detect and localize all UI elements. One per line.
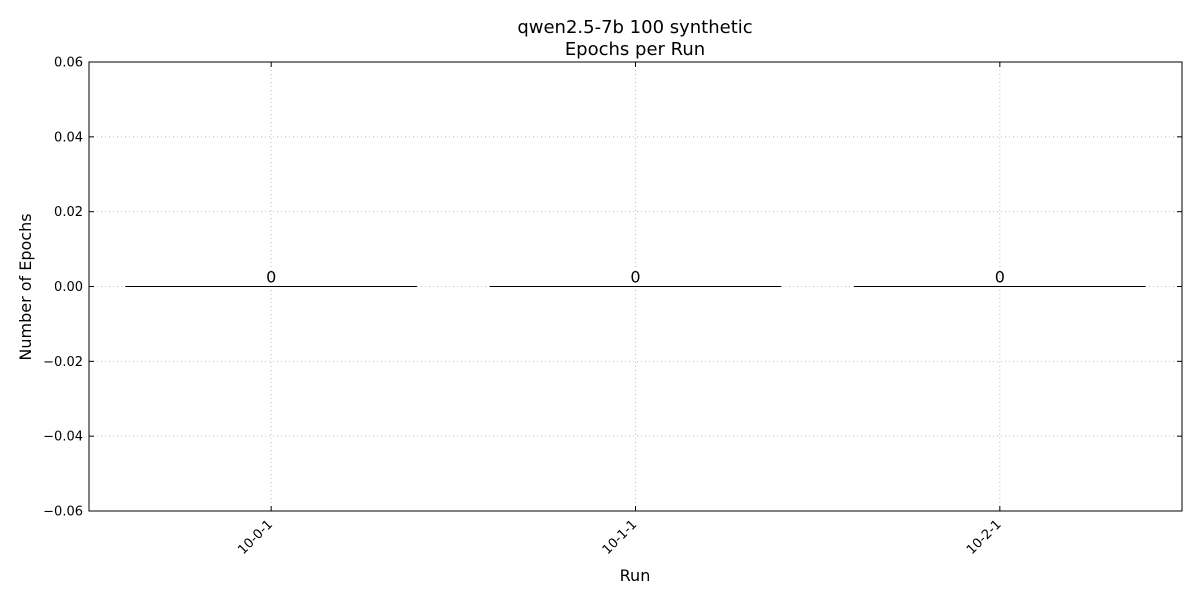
bar-value-label: 0 (630, 268, 640, 287)
chart-title-line-2: Epochs per Run (565, 39, 705, 60)
x-tick-label: 10-2-1 (964, 517, 1005, 558)
y-tick-label: 0.00 (54, 280, 83, 295)
y-tick-label: −0.04 (43, 430, 83, 445)
y-tick-label: −0.06 (43, 505, 83, 520)
y-tick-label: 0.02 (54, 205, 83, 220)
chart-title-line-1: qwen2.5-7b 100 synthetic (517, 17, 752, 38)
x-axis-label: Run (620, 566, 651, 585)
bar-value-label: 0 (995, 268, 1005, 287)
y-tick-label: −0.02 (43, 355, 83, 370)
chart-title: qwen2.5-7b 100 synthetic Epochs per Run (517, 17, 752, 60)
y-tick-label: 0.04 (54, 130, 83, 145)
y-tick-label: 0.06 (54, 56, 83, 71)
x-tick-label: 10-1-1 (600, 517, 641, 558)
y-axis-label: Number of Epochs (16, 213, 35, 360)
y-axis-ticks: −0.06 −0.04 −0.02 0.00 0.02 0.04 0.06 (43, 56, 1182, 520)
data-labels: 0 0 0 (266, 268, 1005, 287)
x-tick-label: 10-0-1 (235, 517, 276, 558)
bar-value-label: 0 (266, 268, 276, 287)
